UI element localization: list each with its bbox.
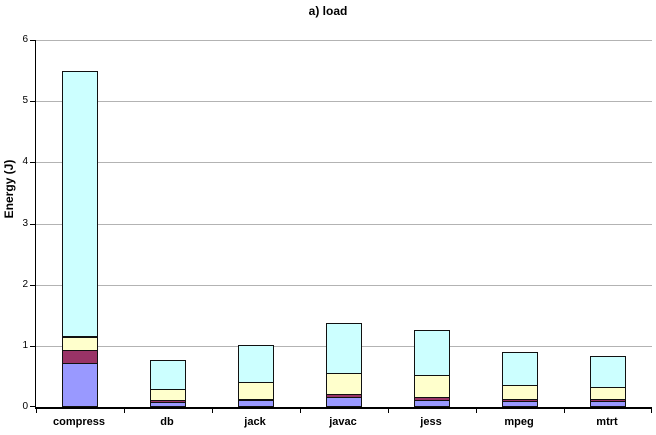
bar-mpeg-segment-cyan [502, 352, 538, 386]
gridline-y-4 [36, 162, 652, 164]
x-axis-tick-6 [564, 409, 565, 413]
bar-group-db [124, 40, 212, 407]
x-axis-label-db: db [160, 416, 174, 428]
y-axis-tick-0 [30, 406, 36, 407]
bar-group-compress [36, 40, 124, 407]
bar-javac-segment-cyan [326, 323, 362, 374]
y-axis-tick-label-1: 1 [22, 339, 28, 351]
bar-group-jack [212, 40, 300, 407]
bar-compress-segment-purple [62, 363, 98, 407]
bar-jack-segment-cyan [238, 345, 274, 383]
bar-compress-segment-yellow [62, 337, 98, 351]
bar-jack-segment-purple [238, 400, 274, 407]
bar-jess-segment-purple [414, 400, 450, 407]
x-axis-label-compress: compress [53, 416, 105, 428]
x-axis-label-mtrt: mtrt [596, 416, 618, 428]
x-axis-label-jack: jack [244, 416, 266, 428]
bar-compress-segment-maroon [62, 350, 98, 364]
x-axis-label-mpeg: mpeg [504, 416, 534, 428]
x-axis-label-javac: javac [329, 416, 357, 428]
gridline-y-2 [36, 284, 652, 286]
bar-mtrt-segment-yellow [590, 387, 626, 400]
y-axis-tick-label-2: 2 [22, 278, 28, 290]
gridline-y-5 [36, 101, 652, 103]
y-axis-tick-1 [30, 345, 36, 347]
plot-area [30, 40, 652, 413]
x-axis-tick-5 [476, 409, 477, 413]
y-axis-tick-5 [30, 101, 36, 103]
bar-mpeg-segment-yellow [502, 385, 538, 400]
bar-compress-segment-cyan [62, 71, 98, 337]
y-axis-tick-label-4: 4 [22, 156, 28, 168]
y-axis-tick-6 [30, 40, 36, 41]
y-axis-tick-label-5: 5 [22, 95, 28, 107]
bar-jack-segment-yellow [238, 382, 274, 400]
x-axis-tick-1 [124, 409, 125, 413]
y-axis-tick-label-6: 6 [22, 34, 28, 45]
bar-group-mtrt [564, 40, 652, 407]
bar-javac-segment-purple [326, 397, 362, 407]
x-axis-label-jess: jess [420, 416, 442, 428]
y-axis-tick-4 [30, 162, 36, 164]
x-axis-tick-3 [300, 409, 301, 413]
bar-group-jess [388, 40, 476, 407]
x-axis-tick-0 [36, 409, 37, 413]
bar-jess-segment-yellow [414, 375, 450, 398]
x-axis-tick-2 [212, 409, 213, 413]
chart-title: a) load [308, 4, 348, 18]
y-axis-tick-3 [30, 223, 36, 225]
bar-group-javac [300, 40, 388, 407]
y-axis-tick-label-0: 0 [22, 401, 28, 412]
bar-mtrt-segment-cyan [590, 356, 626, 388]
bar-db-segment-cyan [150, 360, 186, 390]
y-axis-tick-2 [30, 284, 36, 286]
bar-javac-segment-yellow [326, 373, 362, 395]
bar-group-mpeg [476, 40, 564, 407]
x-axis-tick-4 [388, 409, 389, 413]
bar-jess-segment-cyan [414, 330, 450, 376]
y-axis-tick-label-3: 3 [22, 217, 28, 229]
x-axis-tick-7 [651, 409, 652, 413]
gridline-y-6 [36, 40, 652, 41]
gridline-y-3 [36, 223, 652, 225]
